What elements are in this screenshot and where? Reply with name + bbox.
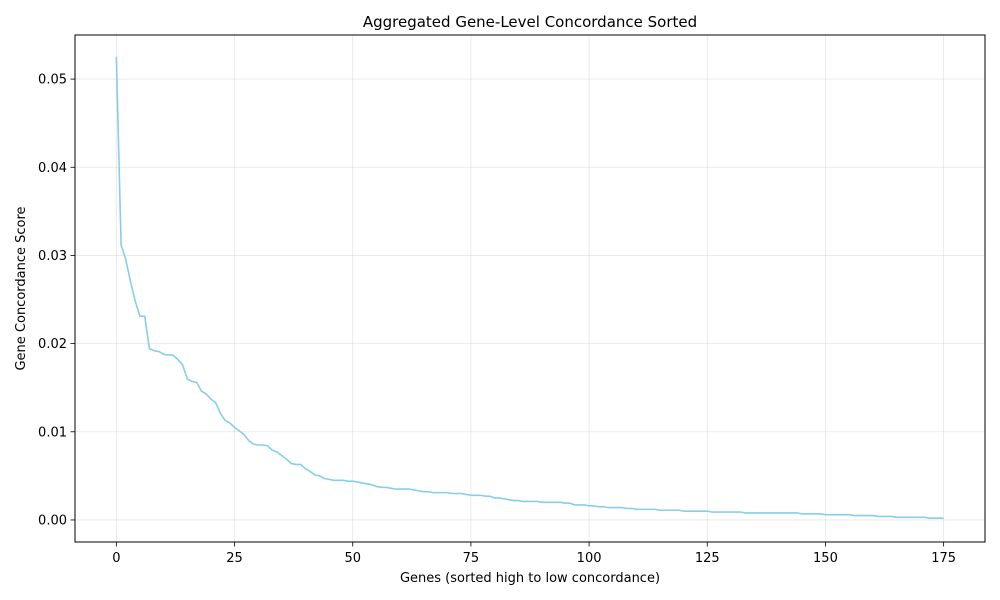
plot-area-frame [74, 34, 986, 543]
y-tick-label: 0.03 [38, 249, 67, 264]
series-line [115, 57, 944, 519]
data-series [115, 57, 944, 519]
x-tick-label: 75 [463, 551, 480, 566]
x-tick-label: 25 [226, 551, 243, 566]
x-tick-label: 0 [112, 551, 120, 566]
y-tick-label: 0.05 [38, 73, 67, 88]
y-axis-title: Gene Concordance Score [14, 206, 29, 370]
x-tick-label: 175 [931, 551, 956, 566]
x-tick-label: 125 [695, 551, 720, 566]
y-tick-label: 0.01 [38, 425, 67, 440]
grid-lines [75, 35, 985, 542]
y-tick-label: 0.04 [38, 161, 67, 176]
axis-ticks: 0 25 50 75 100 125 150 175 0.00 0.01 0.02 0.03 0.04 0… [38, 73, 956, 566]
chart-title: Aggregated Gene-Level Concordance Sorted [363, 13, 697, 31]
y-tick-label: 0.02 [38, 337, 67, 352]
x-tick-label: 150 [813, 551, 838, 566]
x-axis-title: Genes (sorted high to low concordance) [400, 571, 660, 586]
x-tick-label: 100 [577, 551, 602, 566]
x-tick-label: 50 [344, 551, 361, 566]
y-tick-label: 0.00 [38, 513, 67, 528]
